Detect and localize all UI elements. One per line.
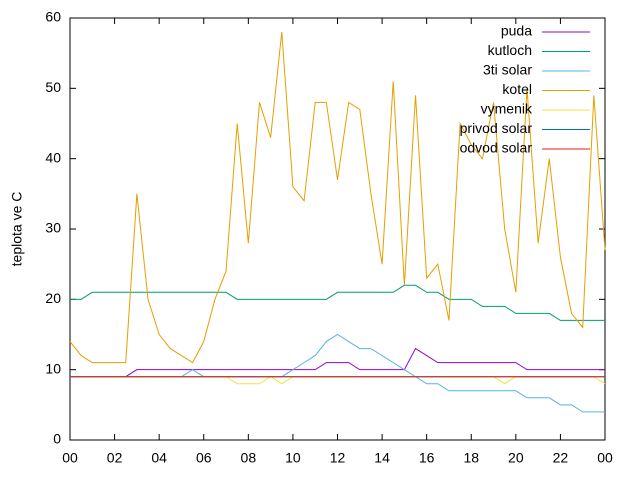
y-tick-label: 60 xyxy=(45,9,61,25)
y-tick-label: 10 xyxy=(45,360,61,376)
series-line xyxy=(70,284,605,321)
series-line xyxy=(70,376,606,385)
x-tick-label: 14 xyxy=(374,450,390,466)
y-tick-label: 0 xyxy=(53,431,61,447)
x-tick-label: 02 xyxy=(107,450,123,466)
y-axis-label: teplota ve C xyxy=(9,192,25,267)
x-tick-label: 10 xyxy=(285,450,301,466)
x-tick-label: 00 xyxy=(62,450,78,466)
series-line xyxy=(69,32,606,364)
x-tick-label: 00 xyxy=(597,450,613,466)
series-line xyxy=(70,333,605,413)
x-tick-label: 12 xyxy=(330,450,346,466)
plot-border xyxy=(69,17,606,441)
legend-label: kutloch xyxy=(488,42,532,58)
y-tick-label: 30 xyxy=(45,220,61,236)
x-tick-label: 08 xyxy=(241,450,257,466)
legend-label: vymenik xyxy=(481,101,533,117)
legend-label: privod solar xyxy=(460,120,533,136)
legend-label: kotel xyxy=(502,81,532,97)
x-tick-label: 22 xyxy=(553,450,569,466)
x-tick-label: 16 xyxy=(419,450,435,466)
y-tick-label: 40 xyxy=(45,149,61,165)
series-line xyxy=(70,347,605,378)
x-tick-label: 18 xyxy=(463,450,479,466)
legend-label: 3ti solar xyxy=(483,62,532,78)
legend-label: puda xyxy=(501,23,532,39)
x-tick-label: 20 xyxy=(508,450,524,466)
legend-label: odvod solar xyxy=(460,140,533,156)
y-tick-label: 20 xyxy=(45,290,61,306)
x-tick-label: 04 xyxy=(151,450,167,466)
y-tick-label: 50 xyxy=(45,79,61,95)
x-tick-label: 06 xyxy=(196,450,212,466)
